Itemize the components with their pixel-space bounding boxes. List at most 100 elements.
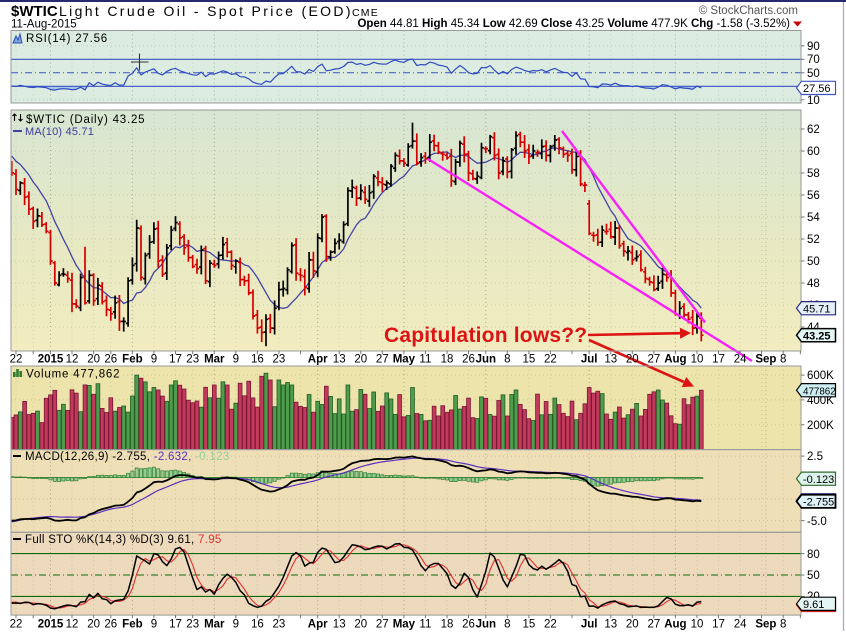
svg-text:Jun: Jun: [476, 619, 496, 631]
svg-text:13: 13: [333, 619, 346, 631]
svg-text:Jul: Jul: [581, 619, 598, 631]
svg-text:27: 27: [376, 619, 389, 631]
svg-text:20: 20: [354, 619, 367, 631]
svg-text:54: 54: [807, 212, 820, 224]
svg-text:Feb: Feb: [122, 619, 142, 631]
svg-text:52: 52: [807, 234, 820, 246]
svg-text:18: 18: [441, 354, 454, 366]
svg-text:Aug: Aug: [664, 354, 686, 366]
svg-text:400K: 400K: [807, 395, 834, 407]
svg-text:17: 17: [169, 354, 182, 366]
svg-text:8: 8: [780, 354, 786, 366]
svg-text:17: 17: [712, 619, 725, 631]
svg-text:17: 17: [169, 619, 182, 631]
svg-text:9: 9: [151, 354, 157, 366]
svg-text:2015: 2015: [38, 619, 64, 631]
svg-text:20: 20: [626, 354, 639, 366]
svg-text:13: 13: [333, 354, 346, 366]
svg-text:11: 11: [419, 619, 431, 631]
svg-text:10: 10: [691, 354, 704, 366]
svg-text:RSI(14) 27.56: RSI(14) 27.56: [26, 33, 108, 45]
svg-text:24: 24: [734, 619, 747, 631]
svg-text:MACD(12,26,9) -2.755, -2.632,: MACD(12,26,9) -2.755, -2.632, -0.123: [25, 451, 230, 463]
svg-text:27: 27: [376, 354, 389, 366]
svg-text:Jun: Jun: [476, 354, 496, 366]
svg-text:600K: 600K: [807, 370, 834, 382]
svg-text:15: 15: [523, 619, 536, 631]
svg-text:20: 20: [87, 619, 100, 631]
svg-text:200K: 200K: [807, 420, 834, 432]
svg-text:10: 10: [691, 619, 704, 631]
svg-text:2015: 2015: [38, 354, 64, 366]
svg-text:20: 20: [354, 354, 367, 366]
svg-text:90: 90: [807, 41, 820, 53]
svg-text:9.61: 9.61: [803, 599, 824, 611]
svg-text:50: 50: [807, 256, 820, 268]
svg-text:23: 23: [186, 354, 199, 366]
svg-text:9: 9: [233, 354, 239, 366]
svg-text:16: 16: [251, 619, 264, 631]
svg-text:Jul: Jul: [581, 354, 598, 366]
svg-text:80: 80: [807, 549, 820, 561]
svg-text:11-Aug-2015: 11-Aug-2015: [11, 19, 77, 31]
svg-text:70: 70: [807, 54, 820, 66]
svg-text:26: 26: [104, 354, 117, 366]
svg-text:-5.0: -5.0: [807, 516, 827, 528]
svg-text:Apr: Apr: [308, 354, 328, 366]
svg-text:23: 23: [186, 619, 199, 631]
svg-text:60: 60: [807, 146, 820, 158]
svg-text:Sep: Sep: [755, 619, 776, 631]
svg-text:10: 10: [807, 95, 820, 107]
svg-text:22: 22: [10, 619, 23, 631]
svg-text:MA(10) 45.71: MA(10) 45.71: [25, 126, 94, 138]
svg-text:Volume 477,862: Volume 477,862: [26, 369, 120, 381]
svg-text:45.71: 45.71: [803, 303, 831, 315]
svg-text:Mar: Mar: [204, 619, 225, 631]
svg-text:11: 11: [419, 354, 431, 366]
svg-text:27: 27: [648, 354, 661, 366]
svg-text:58: 58: [807, 168, 820, 180]
svg-text:43.25: 43.25: [803, 330, 831, 342]
svg-text:May: May: [393, 619, 416, 631]
svg-text:13: 13: [604, 619, 617, 631]
svg-text:© StockCharts.com: © StockCharts.com: [699, 5, 798, 17]
svg-text:May: May: [393, 354, 416, 366]
svg-text:CME: CME: [352, 7, 379, 19]
svg-text:9: 9: [151, 619, 157, 631]
svg-text:62: 62: [807, 124, 820, 136]
svg-text:20: 20: [626, 619, 639, 631]
svg-text:12: 12: [66, 354, 79, 366]
svg-text:477862: 477862: [803, 386, 836, 397]
svg-text:8: 8: [504, 354, 510, 366]
svg-text:24: 24: [734, 354, 747, 366]
svg-text:Light Crude Oil - Spot Price (: Light Crude Oil - Spot Price (EOD): [59, 3, 353, 19]
svg-text:9: 9: [233, 619, 239, 631]
svg-text:Open 44.81 High 45.34 Low 42.6: Open 44.81 High 45.34 Low 42.69 Close 43…: [357, 18, 790, 30]
svg-text:26: 26: [104, 619, 117, 631]
svg-text:Capitulation lows??: Capitulation lows??: [384, 324, 587, 347]
svg-text:Full STO %K(14,3) %D(3) 9.61,: Full STO %K(14,3) %D(3) 9.61, 7.95: [25, 534, 222, 546]
svg-text:48: 48: [807, 278, 820, 290]
svg-text:8: 8: [780, 619, 786, 631]
svg-text:Feb: Feb: [122, 354, 142, 366]
svg-text:-2.755: -2.755: [803, 497, 834, 509]
svg-text:22: 22: [544, 354, 557, 366]
svg-text:50: 50: [807, 68, 820, 80]
svg-text:26: 26: [462, 619, 475, 631]
svg-text:27.56: 27.56: [803, 83, 831, 95]
svg-text:Sep: Sep: [755, 354, 776, 366]
svg-text:18: 18: [441, 619, 454, 631]
svg-text:$WTIC: $WTIC: [11, 3, 58, 20]
svg-text:8: 8: [504, 619, 510, 631]
svg-text:23: 23: [273, 619, 286, 631]
svg-text:13: 13: [604, 354, 617, 366]
svg-text:17: 17: [712, 354, 725, 366]
svg-text:50: 50: [807, 570, 820, 582]
svg-text:27: 27: [648, 619, 661, 631]
svg-text:$WTIC (Daily) 43.25: $WTIC (Daily) 43.25: [26, 114, 145, 126]
svg-text:20: 20: [87, 354, 100, 366]
svg-text:22: 22: [544, 619, 557, 631]
svg-text:2.5: 2.5: [807, 451, 823, 463]
svg-text:26: 26: [462, 354, 475, 366]
svg-text:-0.123: -0.123: [803, 474, 834, 486]
